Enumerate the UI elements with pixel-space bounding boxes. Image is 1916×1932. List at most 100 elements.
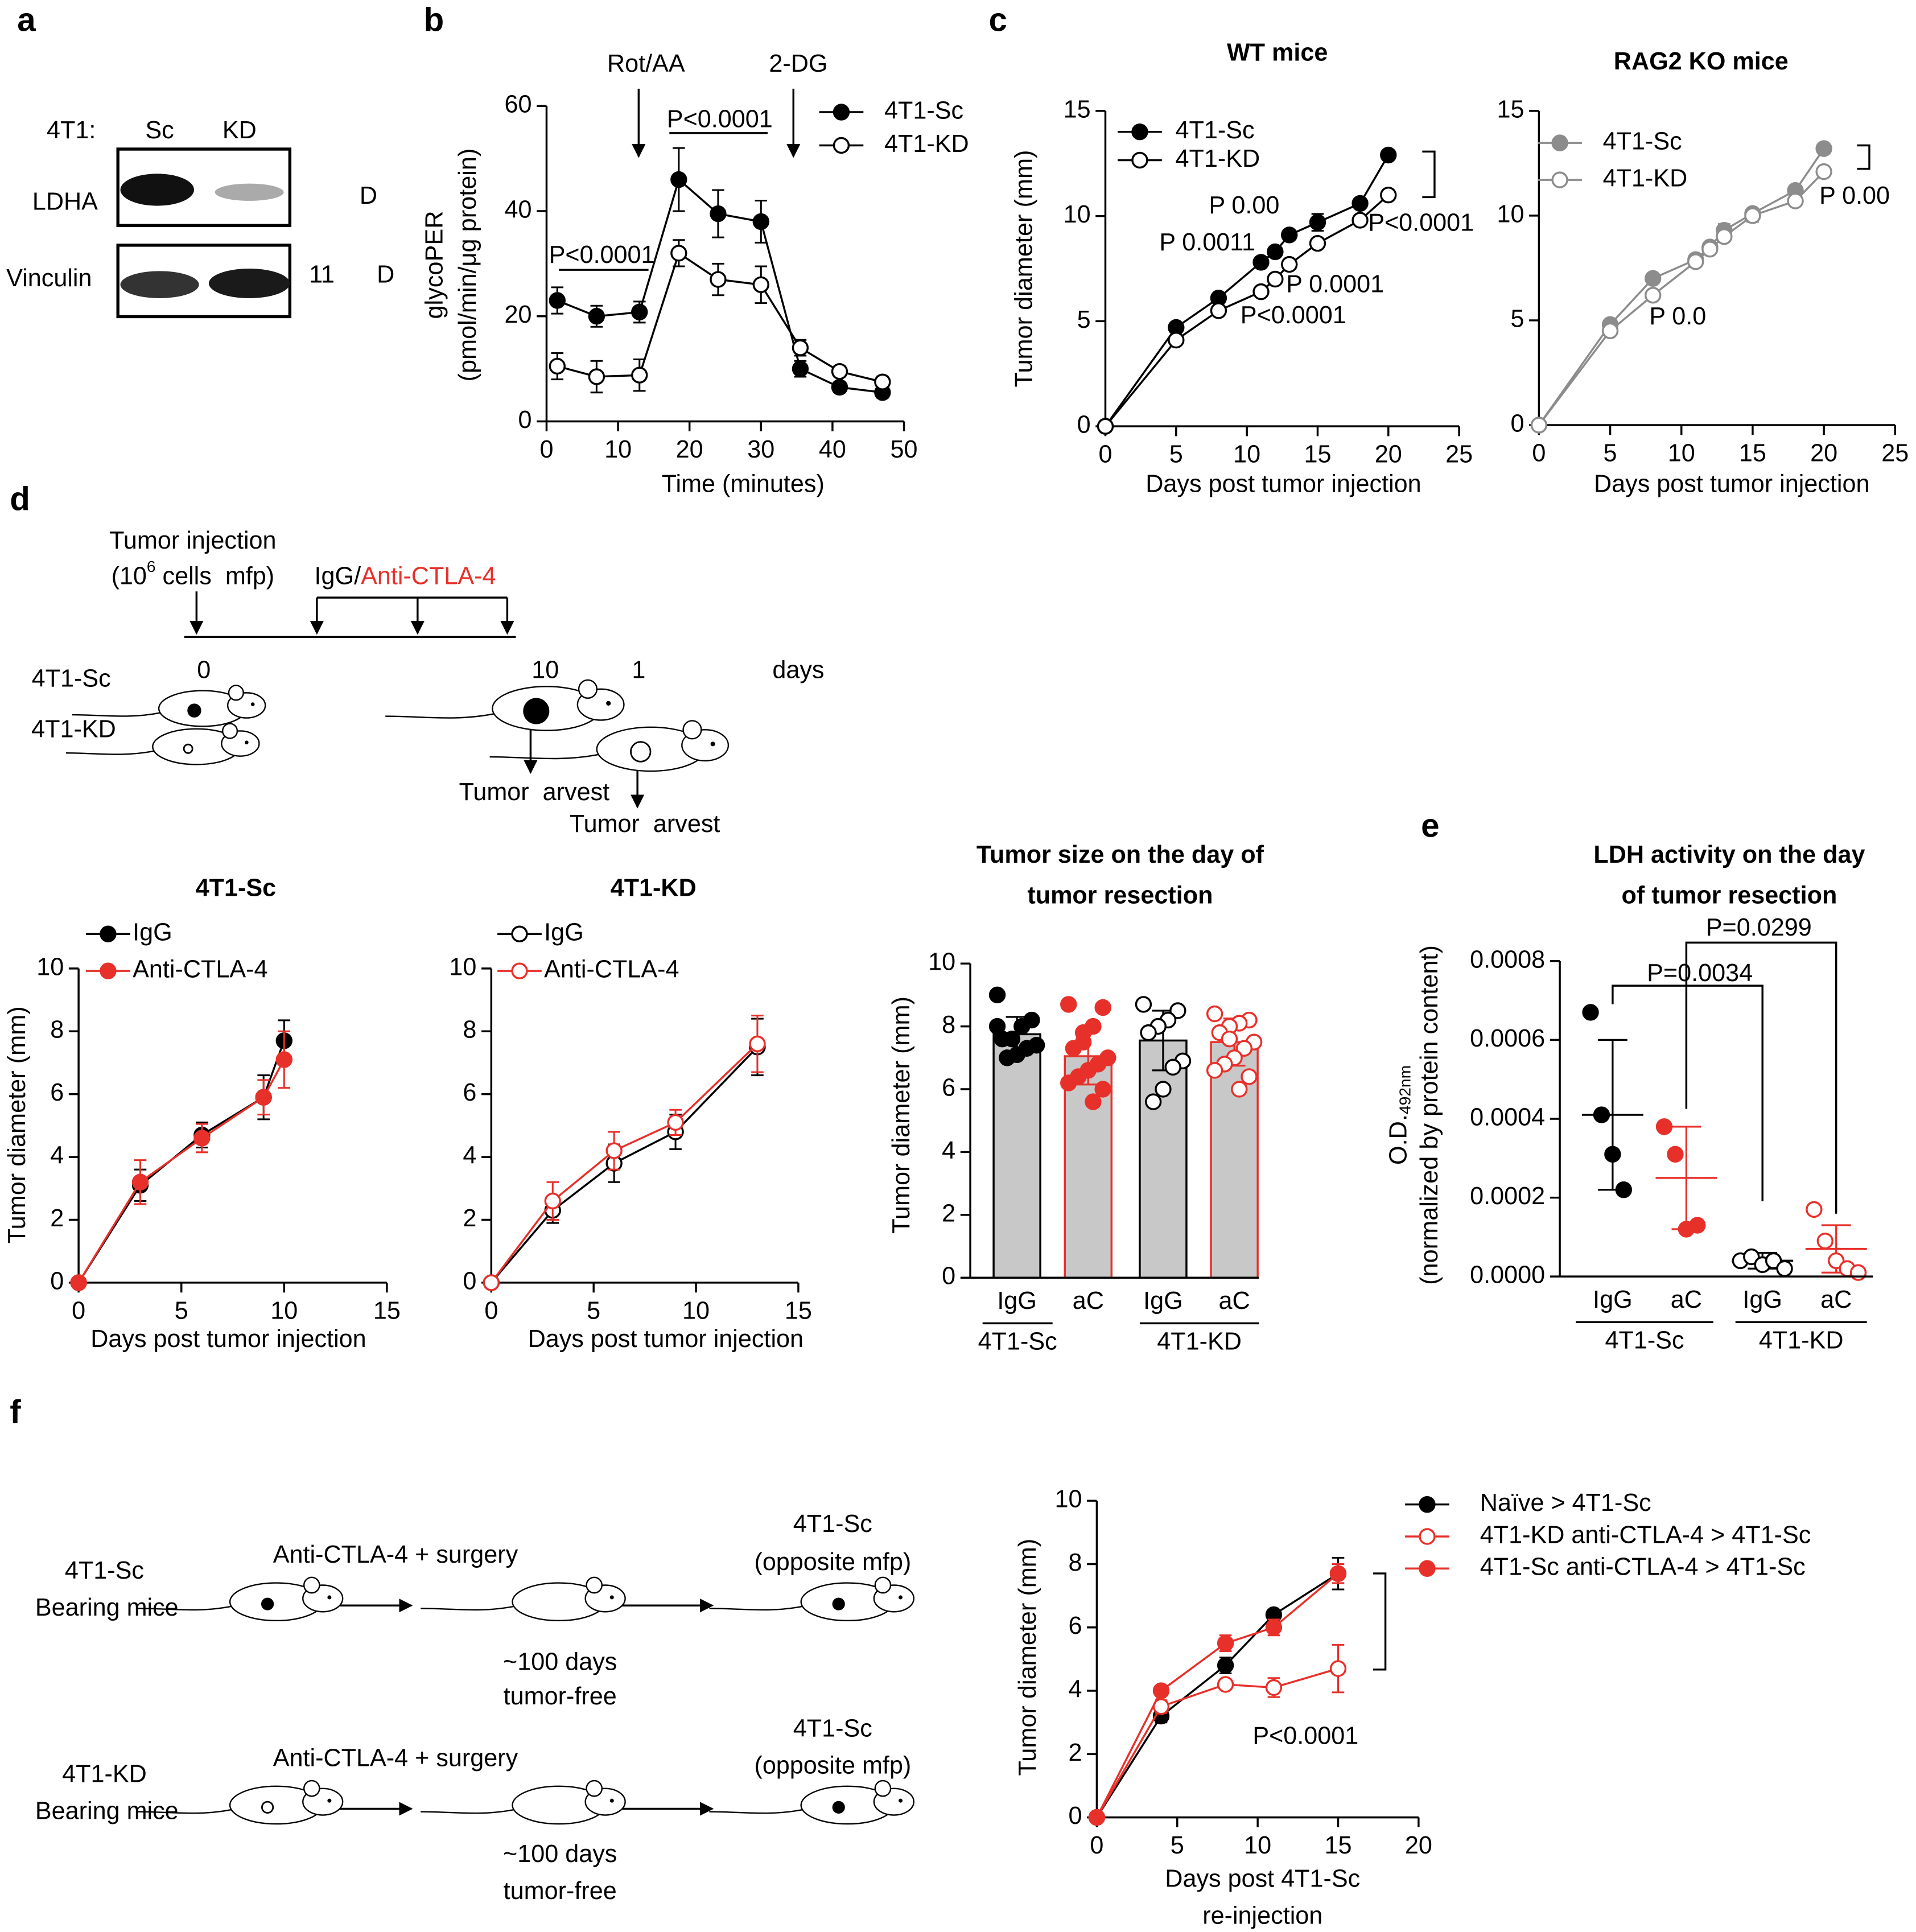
annotation: P 0.0001	[1286, 271, 1384, 298]
size-marker: 11	[309, 261, 335, 288]
y-axis-label: glycoPER	[421, 211, 448, 319]
label: 4T1-Sc	[793, 1510, 872, 1538]
legend-label: Anti-CTLA-4	[544, 956, 679, 983]
label: cells mfp)	[156, 563, 275, 590]
y-tick-label: 0	[1510, 410, 1524, 437]
data-point	[1140, 1024, 1157, 1041]
legend-label: 4T1-Sc	[1176, 117, 1255, 144]
mouse-ear	[874, 1779, 892, 1797]
mouse-eye	[710, 742, 715, 747]
y-axis-label: (normalized by protein content)	[1416, 945, 1443, 1285]
mouse-ear	[682, 720, 702, 740]
y-axis-label: O.D.	[1385, 1114, 1412, 1165]
y-tick-label: 5	[1510, 305, 1524, 332]
data-point	[1787, 192, 1804, 209]
label: (106 cells mfp)	[112, 558, 275, 590]
data-point	[70, 1274, 87, 1291]
data-point	[1815, 163, 1832, 180]
x-tick-label: 15	[1739, 439, 1766, 467]
data-point	[1206, 1005, 1223, 1023]
timepoint: 10	[531, 656, 559, 683]
data-point	[999, 1049, 1016, 1066]
y-tick-label: 20	[505, 301, 532, 328]
x-axis-label: Days post tumor injection	[528, 1325, 804, 1353]
y-tick-label: 15	[1497, 96, 1524, 123]
data-point	[670, 171, 687, 188]
legend-marker	[1551, 134, 1568, 151]
data-point	[1716, 228, 1733, 245]
annotation: P 0.0	[1649, 303, 1706, 330]
schematic-f: 4T1-Sc Bearing mice Anti-CTLA-4 + surger…	[35, 1510, 911, 1905]
mouse-eye	[327, 1595, 332, 1600]
x-tick-label: 40	[819, 436, 846, 463]
y-tick-label: 40	[505, 196, 532, 223]
western-blot: 4T1: Sc KD LDHA Vinculin D 11 D	[6, 117, 394, 319]
x-tick-label: 0	[539, 436, 553, 463]
timepoint: 0	[197, 656, 211, 683]
y-tick-label: 2	[1068, 1739, 1082, 1766]
y-tick-label: 8	[463, 1016, 476, 1044]
y-tick-label: 10	[1497, 200, 1524, 228]
legend-marker	[1551, 171, 1568, 188]
data-point	[1351, 212, 1369, 229]
chart-title: Tumor size on the day of	[976, 841, 1264, 868]
data-point	[549, 357, 566, 375]
data-point	[1582, 1004, 1599, 1021]
x-tick-label: IgG	[1593, 1286, 1633, 1313]
y-tick-label: 15	[1064, 96, 1091, 123]
y-tick-label: 0.0004	[1470, 1103, 1545, 1131]
data-point	[1309, 213, 1326, 231]
x-tick-label: IgG	[997, 1287, 1037, 1315]
y-tick-label: 8	[50, 1016, 64, 1044]
x-tick-label: 20	[1810, 439, 1837, 467]
data-point	[1604, 1146, 1621, 1163]
data-point	[1655, 1118, 1673, 1135]
data-point	[605, 1142, 623, 1159]
y-tick-label: 10	[928, 949, 955, 976]
data-point	[1168, 331, 1185, 349]
data-point	[483, 1274, 500, 1291]
data-point	[1206, 1062, 1223, 1079]
annotation: P 0.00	[1209, 192, 1279, 219]
label: Anti-CTLA-4 + surgery	[273, 1744, 518, 1772]
y-tick-label: 5	[1077, 306, 1091, 333]
x-tick-label: 5	[175, 1297, 188, 1324]
data-point	[792, 360, 809, 377]
mouse-ear	[578, 679, 598, 699]
mouse-tail	[709, 1605, 804, 1611]
bracket	[1373, 1572, 1387, 1671]
lane-label: KD	[222, 117, 257, 144]
group-label: 4T1-Sc	[65, 1557, 144, 1584]
mouse-eye	[609, 1798, 614, 1803]
legend-marker	[1131, 151, 1148, 169]
y-tick-label: 0	[463, 1267, 476, 1295]
y-tick-label: 6	[50, 1079, 64, 1106]
x-tick-label: 10	[270, 1297, 298, 1324]
legend-marker	[511, 962, 528, 979]
x-tick-label: 0	[1090, 1832, 1103, 1859]
data-point	[831, 378, 848, 396]
x-tick-label: 5	[587, 1297, 600, 1324]
data-point	[588, 308, 605, 325]
legend-marker	[100, 962, 117, 979]
y-tick-label: 0	[518, 406, 532, 434]
legend-label: IgG	[544, 919, 584, 946]
annotation: P 0.0011	[1159, 229, 1255, 256]
chart-title: tumor resection	[1027, 882, 1213, 909]
annotation: P=0.0034	[1647, 959, 1753, 987]
data-point	[1593, 1106, 1610, 1123]
bracket	[1857, 144, 1870, 170]
x-axis-label: Days post tumor injection	[1594, 470, 1869, 497]
y-tick-label: 0	[50, 1267, 64, 1295]
data-point	[1645, 287, 1662, 304]
y-tick-label: 4	[1068, 1675, 1082, 1703]
label: IgG/Anti-CTLA-4	[315, 563, 496, 590]
data-point	[549, 292, 566, 309]
y-tick-label: 0.0000	[1470, 1262, 1545, 1289]
data-point	[1806, 1201, 1823, 1218]
label: Anti-CTLA-4	[361, 563, 496, 590]
data-point	[670, 245, 687, 262]
x-tick-label: 20	[1405, 1832, 1432, 1859]
band	[215, 183, 284, 201]
